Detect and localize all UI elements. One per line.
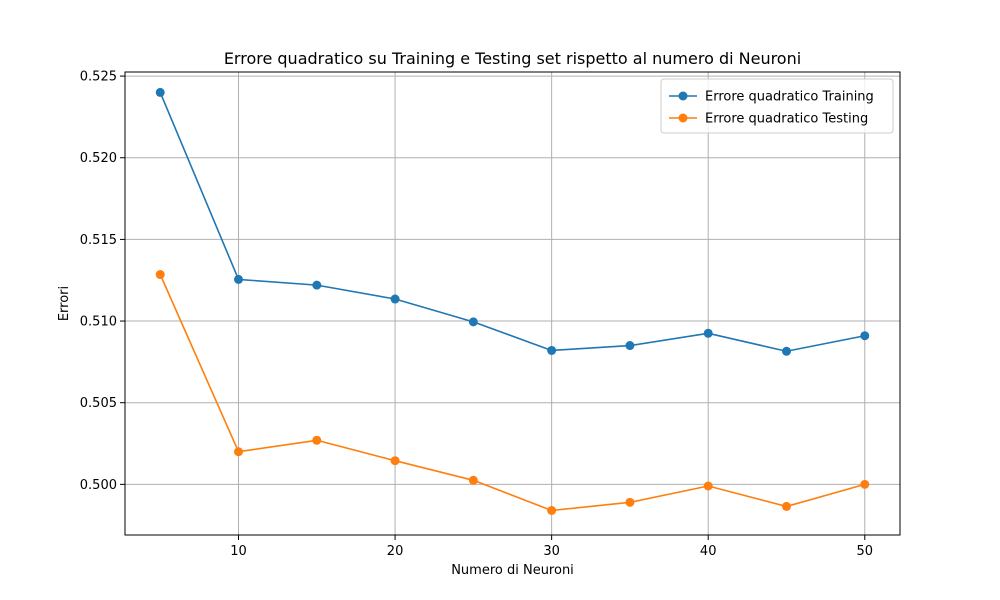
data-point: [547, 506, 557, 516]
y-tick-label: 0.500: [80, 478, 117, 493]
legend-label: Errore quadratico Training: [705, 90, 874, 105]
y-tick-label: 0.520: [80, 151, 117, 166]
data-point: [703, 481, 713, 491]
y-tick-label: 0.510: [80, 315, 117, 330]
data-point: [234, 274, 244, 284]
data-point: [234, 447, 244, 457]
x-tick-label: 20: [387, 544, 404, 559]
y-tick-label: 0.505: [80, 396, 117, 411]
data-point: [860, 331, 870, 341]
series-2: [155, 270, 870, 516]
data-point: [625, 341, 635, 351]
data-point: [468, 317, 478, 327]
data-point: [547, 345, 557, 355]
x-axis: 10 20 30 40 50: [230, 535, 873, 559]
grid-lines: [125, 72, 900, 535]
legend-box: [660, 78, 894, 134]
data-point: [390, 456, 400, 466]
x-tick-label: 10: [230, 544, 247, 559]
legend-marker: [678, 113, 688, 123]
x-axis-label: Numero di Neuroni: [451, 563, 574, 578]
chart-title: Errore quadratico su Training e Testing …: [224, 49, 801, 68]
series-line: [159, 274, 865, 512]
legend-label: Errore quadratico Testing: [705, 112, 868, 127]
y-axis: 0.500 0.505 0.510 0.515 0.520 0.525: [80, 70, 125, 493]
legend-item: Errore quadratico Training: [669, 90, 874, 105]
data-point: [860, 479, 870, 489]
data-point: [312, 435, 322, 445]
data-point: [703, 328, 713, 338]
data-point: [155, 87, 165, 97]
x-tick-label: 40: [700, 544, 717, 559]
data-point: [155, 270, 165, 280]
data-point: [625, 497, 635, 507]
series-1: [155, 87, 870, 356]
data-point: [781, 501, 791, 511]
data-point: [468, 475, 478, 485]
y-axis-label: Errori: [57, 286, 72, 321]
data-point: [312, 280, 322, 290]
legend-marker: [678, 91, 688, 101]
legend: Errore quadratico Training Errore quadrat…: [660, 78, 894, 134]
series-line: [159, 92, 865, 353]
data-point: [781, 346, 791, 356]
series-layer: [155, 87, 870, 516]
x-tick-label: 50: [856, 544, 873, 559]
plot-area-frame: [124, 71, 901, 536]
data-point: [390, 294, 400, 304]
y-tick-label: 0.515: [80, 233, 117, 248]
y-tick-label: 0.525: [80, 70, 117, 85]
x-tick-label: 30: [543, 544, 560, 559]
legend-item: Errore quadratico Testing: [669, 112, 868, 127]
